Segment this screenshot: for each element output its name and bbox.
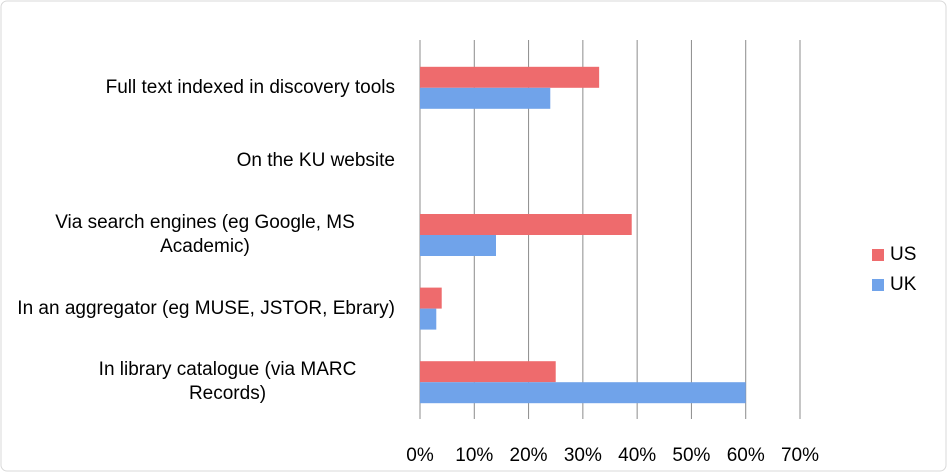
x-tick-label: 0%: [406, 445, 434, 466]
y-tick-label: In library catalogue (via MARC Records): [98, 359, 357, 405]
bar: [420, 382, 746, 404]
x-tick-label: 70%: [781, 445, 819, 466]
bar: [420, 235, 496, 256]
x-tick-label: 50%: [672, 445, 710, 466]
bar: [420, 308, 437, 330]
y-tick-label: On the KU website: [236, 150, 395, 172]
y-tick-label: Full text indexed in discovery tools: [105, 76, 395, 98]
legend-swatch: [872, 249, 884, 261]
x-tick-label: 30%: [564, 445, 602, 466]
legend-label: UK: [890, 274, 917, 295]
bar: [420, 287, 442, 309]
x-tick-label: 10%: [455, 445, 493, 466]
y-tick-label: Via search engines (eg Google, MS Academ…: [55, 212, 355, 257]
x-tick-label: 40%: [618, 445, 656, 466]
legend-swatch: [872, 279, 884, 291]
y-tick-label: In an aggregator (eg MUSE, JSTOR, Ebrary…: [17, 297, 395, 319]
legend-label: US: [890, 244, 916, 265]
x-tick-label: 60%: [727, 445, 765, 466]
bar: [420, 361, 556, 383]
bar: [420, 214, 632, 235]
x-tick-label: 20%: [510, 445, 548, 466]
bar: [420, 66, 600, 88]
bar: [420, 87, 551, 109]
